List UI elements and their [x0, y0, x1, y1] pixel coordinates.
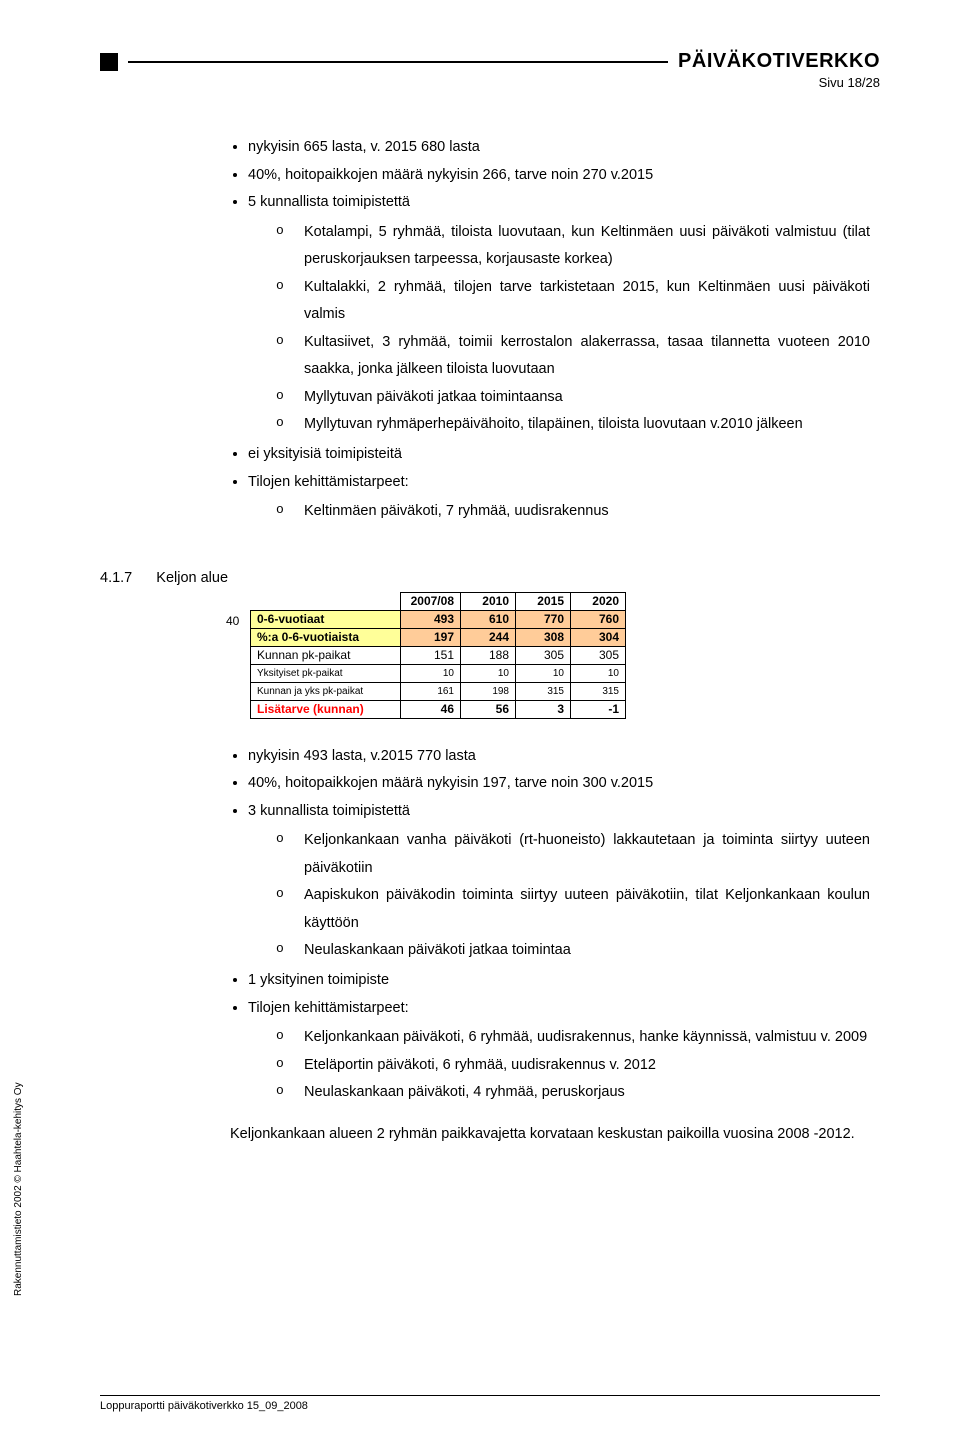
- list-item: nykyisin 665 lasta, v. 2015 680 lasta: [248, 134, 870, 162]
- cell: 770: [516, 610, 571, 628]
- cell: 10: [461, 664, 516, 682]
- row-label: Yksityiset pk-paikat: [251, 664, 401, 682]
- table-row: Kunnan pk-paikat 151 188 305 305: [251, 646, 626, 664]
- table-row: Lisätarve (kunnan) 46 56 3 -1: [251, 700, 626, 718]
- header-line: PÄIVÄKOTIVERKKO: [100, 50, 880, 73]
- row-label: 0-6-vuotiaat: [251, 610, 401, 628]
- list-item: Tilojen kehittämistarpeet: Keltinmäen pä…: [248, 469, 870, 526]
- cell: 10: [401, 664, 461, 682]
- page-number: Sivu 18/28: [100, 75, 880, 90]
- block-2: nykyisin 493 lasta, v.2015 770 lasta 40%…: [230, 743, 870, 1149]
- sub-item: Kultasiivet, 3 ryhmää, toimii kerrostalo…: [276, 329, 870, 384]
- table-header-row: 2007/08 2010 2015 2020: [251, 592, 626, 610]
- table-row: Yksityiset pk-paikat 10 10 10 10: [251, 664, 626, 682]
- cell: 304: [571, 628, 626, 646]
- section-heading: 4.1.7 Keljon alue: [100, 570, 880, 586]
- cell: 760: [571, 610, 626, 628]
- cell: 493: [401, 610, 461, 628]
- cell: 10: [571, 664, 626, 682]
- list-item: 40%, hoitopaikkojen määrä nykyisin 266, …: [248, 162, 870, 190]
- data-table: 2007/08 2010 2015 2020 0-6-vuotiaat 493 …: [250, 592, 626, 719]
- sub-item: Kotalampi, 5 ryhmää, tiloista luovutaan,…: [276, 219, 870, 274]
- footer: Loppuraportti päiväkotiverkko 15_09_2008: [100, 1395, 880, 1412]
- list-item: nykyisin 493 lasta, v.2015 770 lasta: [248, 743, 870, 771]
- cell: 305: [516, 646, 571, 664]
- col-header: 2015: [516, 592, 571, 610]
- cell: 3: [516, 700, 571, 718]
- cell: 188: [461, 646, 516, 664]
- sub-item: Eteläportin päiväkoti, 6 ryhmää, uudisra…: [276, 1052, 870, 1080]
- table-row: %:a 0-6-vuotiaista 197 244 308 304: [251, 628, 626, 646]
- list-item-text: Tilojen kehittämistarpeet:: [248, 1000, 409, 1016]
- table-prefix-40: 40: [226, 614, 239, 628]
- col-header: 2007/08: [401, 592, 461, 610]
- cell: 308: [516, 628, 571, 646]
- table-row: 0-6-vuotiaat 493 610 770 760: [251, 610, 626, 628]
- list-item-text: Tilojen kehittämistarpeet:: [248, 474, 409, 490]
- block-1: nykyisin 665 lasta, v. 2015 680 lasta 40…: [230, 134, 870, 526]
- list-item: ei yksityisiä toimipisteitä: [248, 441, 870, 469]
- header-title: PÄIVÄKOTIVERKKO: [678, 50, 880, 73]
- cell: 315: [571, 682, 626, 700]
- cell: 197: [401, 628, 461, 646]
- list-item-text: 5 kunnallista toimipistettä: [248, 194, 410, 210]
- cell: 198: [461, 682, 516, 700]
- list-item: 3 kunnallista toimipistettä Keljonkankaa…: [248, 798, 870, 965]
- row-label: Lisätarve (kunnan): [251, 700, 401, 718]
- list-item: 5 kunnallista toimipistettä Kotalampi, 5…: [248, 189, 870, 439]
- col-header: 2010: [461, 592, 516, 610]
- sub-item: Keljonkankaan vanha päiväkoti (rt-huonei…: [276, 827, 870, 882]
- sub-item: Myllytuvan ryhmäperhepäivähoito, tilapäi…: [276, 411, 870, 439]
- list-item: 40%, hoitopaikkojen määrä nykyisin 197, …: [248, 770, 870, 798]
- cell: 151: [401, 646, 461, 664]
- paragraph: Keljonkankaan alueen 2 ryhmän paikkavaje…: [230, 1121, 870, 1149]
- list-item: 1 yksityinen toimipiste: [248, 967, 870, 995]
- row-label: %:a 0-6-vuotiaista: [251, 628, 401, 646]
- blank-cell: [251, 592, 401, 610]
- cell: 610: [461, 610, 516, 628]
- list-item: Tilojen kehittämistarpeet: Keljonkankaan…: [248, 995, 870, 1107]
- cell: 244: [461, 628, 516, 646]
- cell: 315: [516, 682, 571, 700]
- sub-item: Neulaskankaan päiväkoti, 4 ryhmää, perus…: [276, 1079, 870, 1107]
- cell: -1: [571, 700, 626, 718]
- cell: 305: [571, 646, 626, 664]
- sub-item: Kultalakki, 2 ryhmää, tilojen tarve tark…: [276, 274, 870, 329]
- copyright-side: Rakennuttamistieto 2002 © Haahtela-kehit…: [13, 1082, 24, 1296]
- table-row: Kunnan ja yks pk-paikat 161 198 315 315: [251, 682, 626, 700]
- col-header: 2020: [571, 592, 626, 610]
- footer-text: Loppuraportti päiväkotiverkko 15_09_2008: [100, 1400, 308, 1412]
- footer-rule: [100, 1395, 880, 1396]
- section-title: Keljon alue: [156, 570, 228, 586]
- header-rule: [128, 61, 668, 63]
- sub-item: Myllytuvan päiväkoti jatkaa toimintaansa: [276, 384, 870, 412]
- sub-item: Keltinmäen päiväkoti, 7 ryhmää, uudisrak…: [276, 498, 870, 526]
- cell: 10: [516, 664, 571, 682]
- cell: 161: [401, 682, 461, 700]
- sub-item: Neulaskankaan päiväkoti jatkaa toimintaa: [276, 937, 870, 965]
- section-number: 4.1.7: [100, 570, 132, 586]
- row-label: Kunnan ja yks pk-paikat: [251, 682, 401, 700]
- sub-item: Keljonkankaan päiväkoti, 6 ryhmää, uudis…: [276, 1024, 870, 1052]
- list-item-text: 3 kunnallista toimipistettä: [248, 803, 410, 819]
- page-root: PÄIVÄKOTIVERKKO Sivu 18/28 nykyisin 665 …: [0, 0, 960, 1456]
- cell: 46: [401, 700, 461, 718]
- header-square-icon: [100, 53, 118, 71]
- table-wrapper: 40 2007/08 2010 2015 2020 0-6-vuotiaat 4…: [100, 592, 880, 719]
- sub-item: Aapiskukon päiväkodin toiminta siirtyy u…: [276, 882, 870, 937]
- cell: 56: [461, 700, 516, 718]
- row-label: Kunnan pk-paikat: [251, 646, 401, 664]
